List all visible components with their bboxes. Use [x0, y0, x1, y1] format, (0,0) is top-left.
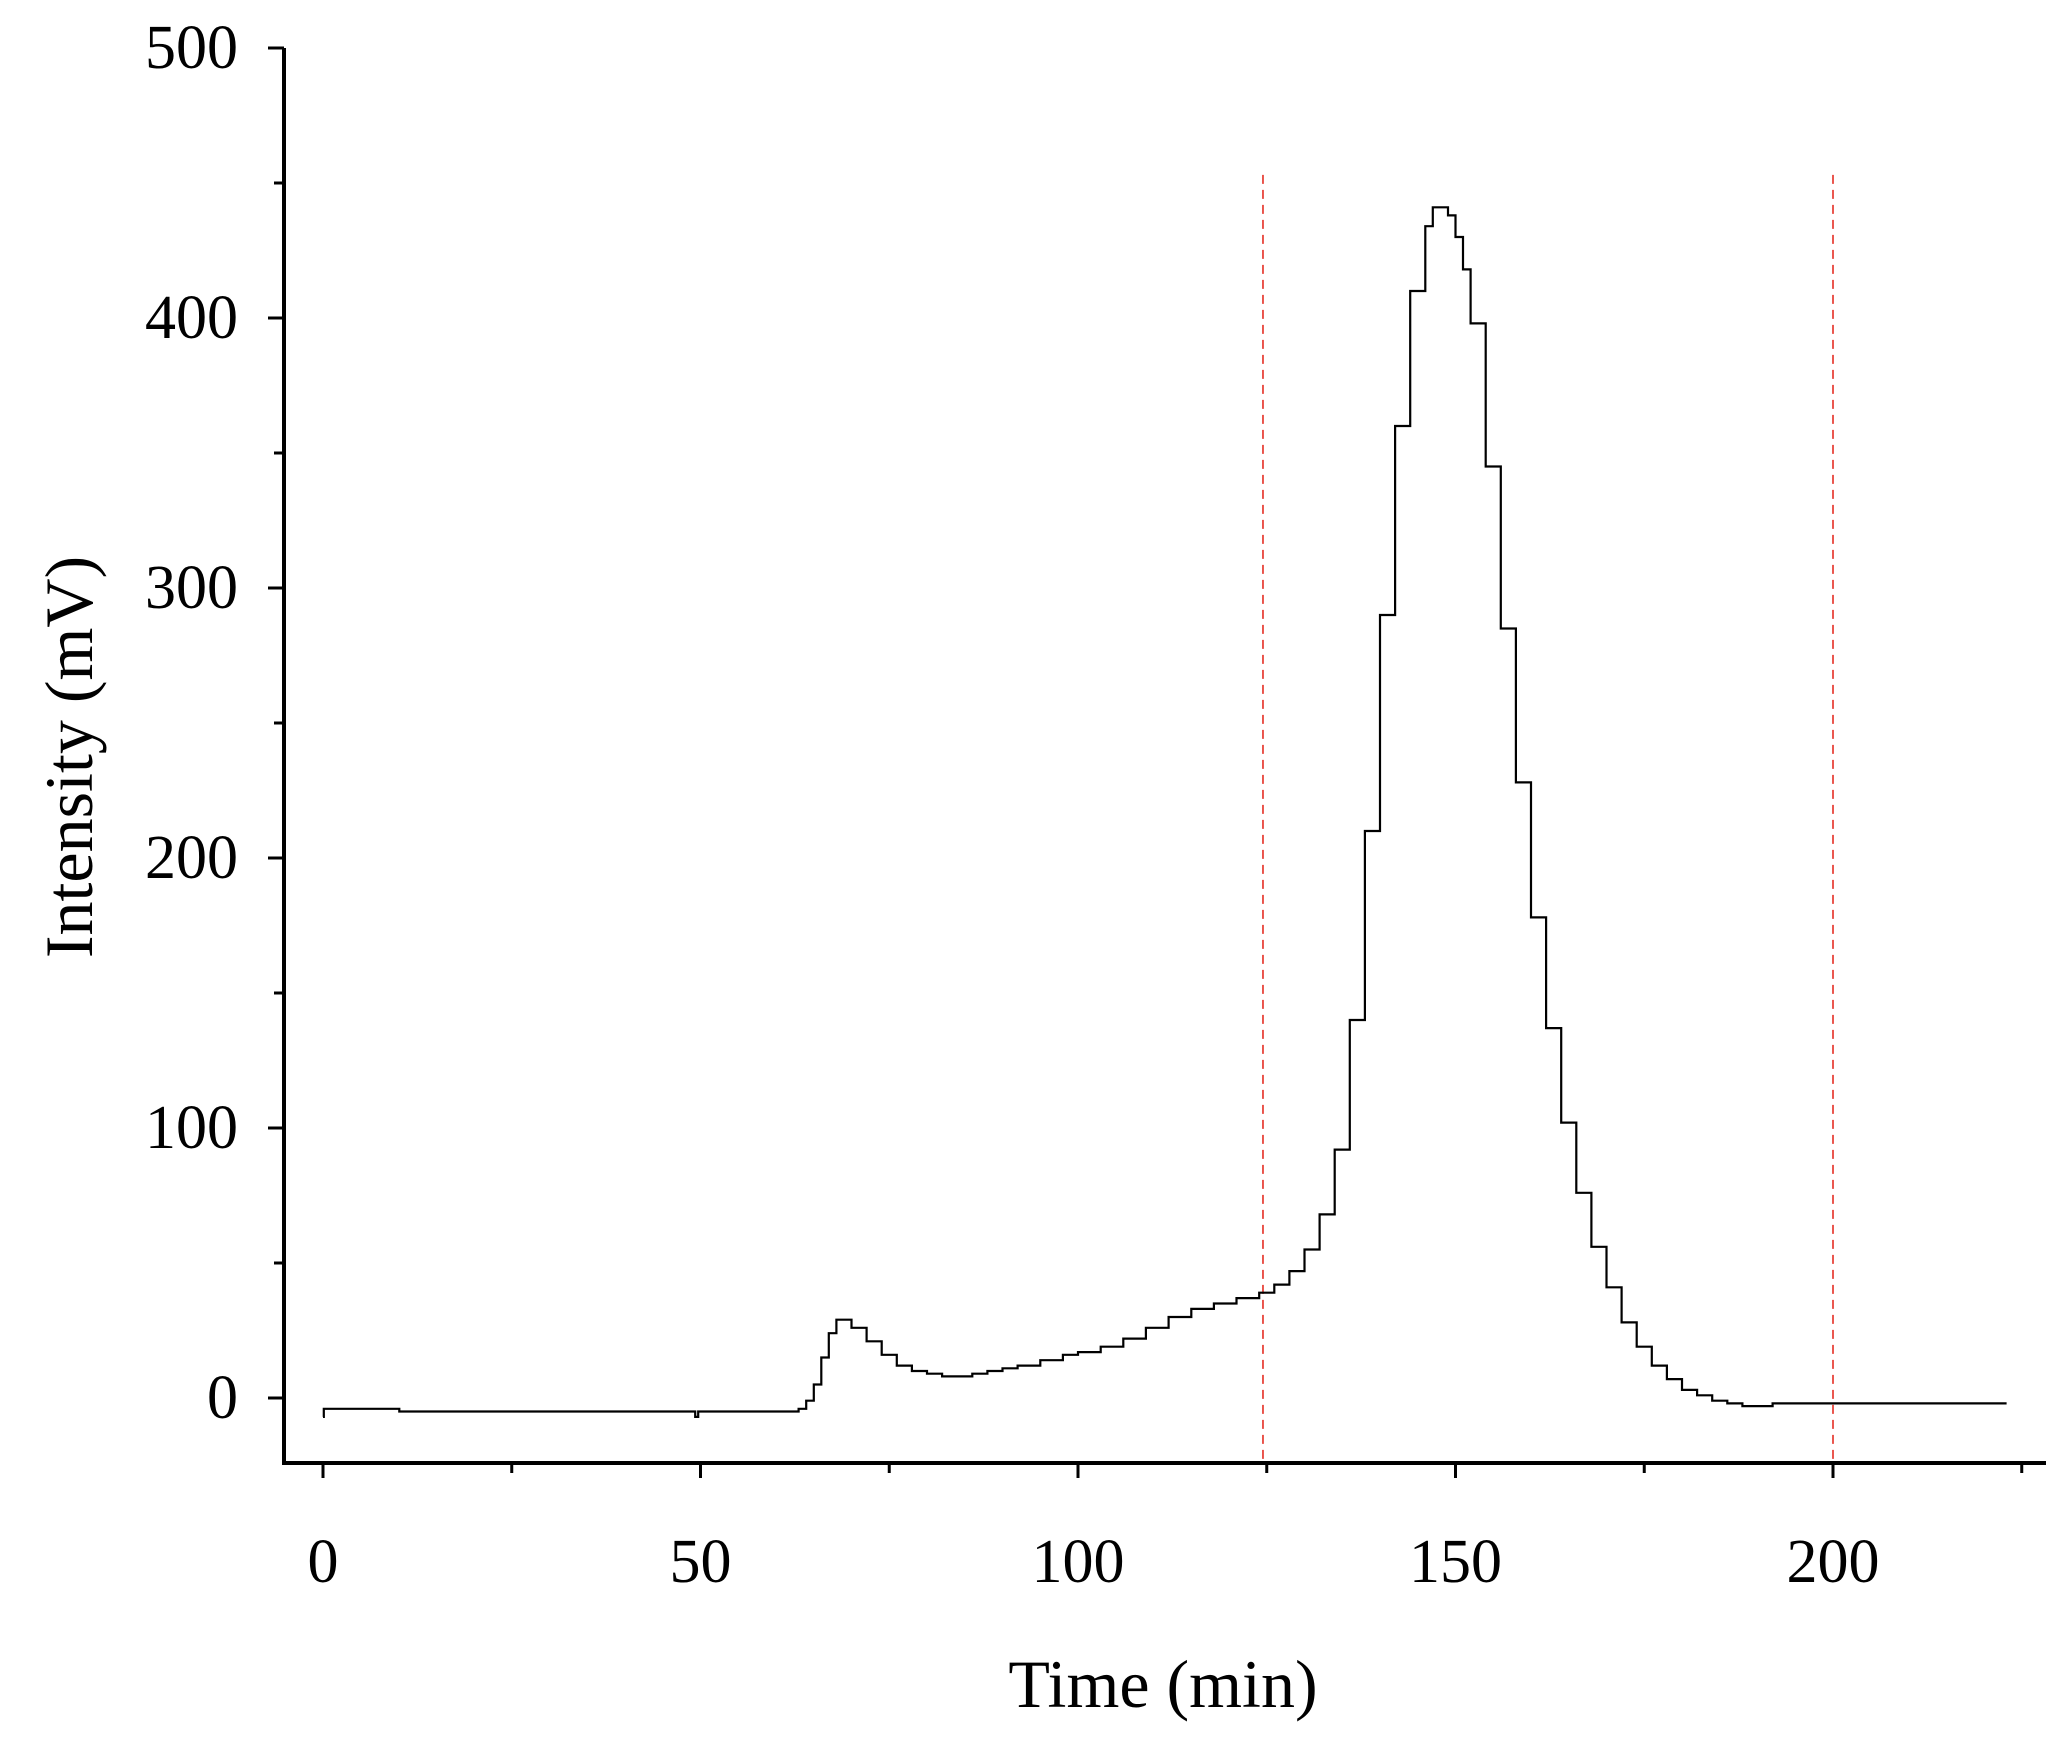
y-tick-label: 200 [145, 824, 238, 892]
y-tick-label: 300 [145, 554, 238, 622]
axes [282, 48, 2046, 1465]
x-tick-label: 100 [1032, 1528, 1125, 1596]
y-tick-label: 500 [145, 14, 238, 82]
y-tick-label: 400 [145, 284, 238, 352]
y-ticks: 0 100 200 300 400 500 [145, 14, 284, 1432]
y-axis-title: Intensity (mV) [31, 556, 107, 958]
vertical-markers [1262, 174, 1834, 1463]
x-axis-title: Time (min) [1008, 1646, 1317, 1722]
x-tick-label: 0 [308, 1528, 339, 1596]
series-line [322, 206, 2007, 1418]
x-ticks: 0 50 100 150 200 [308, 1463, 2024, 1596]
x-tick-label: 200 [1787, 1528, 1880, 1596]
y-tick-label: 0 [207, 1364, 238, 1432]
x-tick-label: 150 [1409, 1528, 1502, 1596]
y-tick-label: 100 [145, 1094, 238, 1162]
x-tick-label: 50 [670, 1528, 732, 1596]
